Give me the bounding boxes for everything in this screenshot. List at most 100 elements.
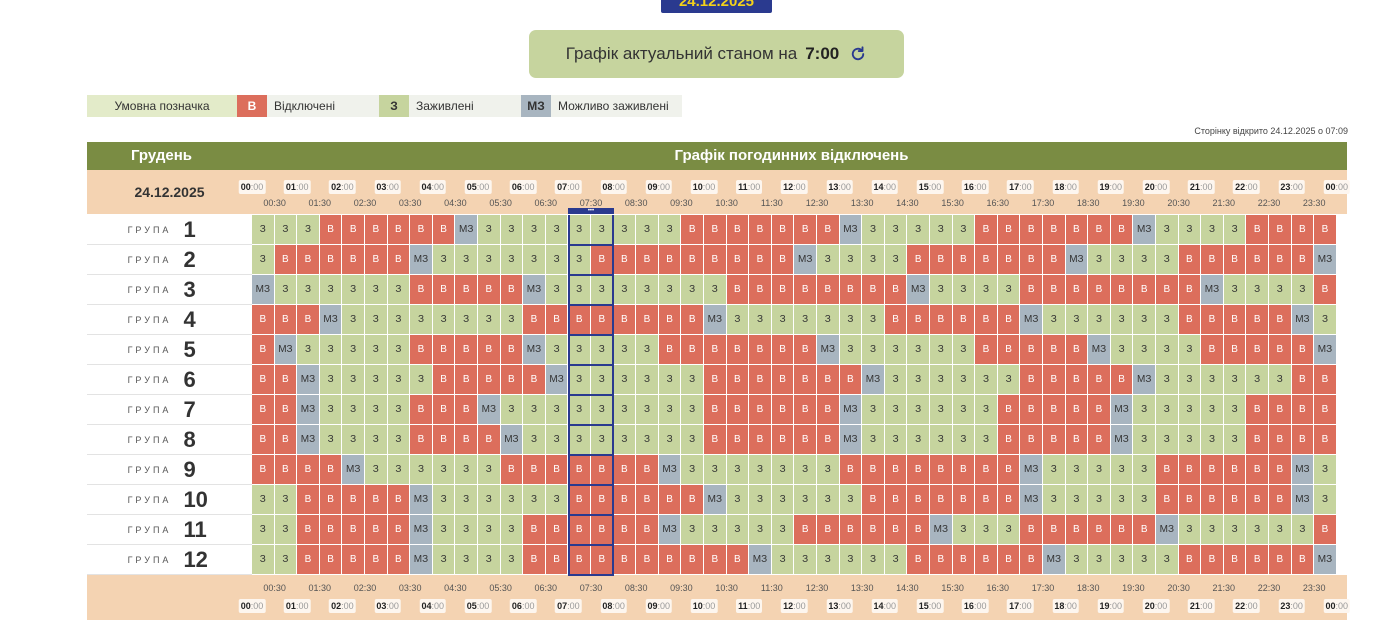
schedule-cell: З [1133,305,1156,335]
schedule-cell: З [907,425,930,455]
status-text: Графік актуальний станом на [565,44,798,63]
schedule-cell: В [952,455,976,485]
schedule-cell: В [1269,245,1292,275]
schedule-cell: МЗ [839,215,863,245]
schedule-cell: В [930,245,953,275]
schedule-cell: В [1088,365,1111,395]
schedule-cell: МЗ [1291,305,1315,335]
schedule-cell: В [387,515,411,545]
schedule-cell: В [1246,215,1269,245]
schedule-cell: З [613,365,637,395]
schedule-cell: З [1133,455,1156,485]
schedule-cell: В [478,335,501,365]
schedule-cell: В [704,365,727,395]
current-time-marker: ••• [568,208,614,214]
schedule-cell: З [365,335,388,365]
schedule-cell: З [1088,455,1111,485]
half-hour-label-bottom: 02:30 [353,583,377,593]
schedule-cell: В [297,305,320,335]
schedule-cell: В [1314,515,1337,545]
schedule-cell: В [907,515,930,545]
schedule-cell: З [297,335,320,365]
group-word: ГРУПА [127,224,172,235]
schedule-cell: В [930,305,953,335]
schedule-cell: В [297,515,320,545]
schedule-cell: З [952,515,976,545]
schedule-cell: З [975,425,998,455]
schedule-cell: З [794,455,817,485]
schedule-cell: З [500,215,524,245]
schedule-cell: МЗ [410,545,433,575]
schedule-cell: В [975,245,998,275]
hour-tick-top: 13:00 [826,180,853,194]
schedule-cell: В [523,455,546,485]
schedule-cell: В [771,365,795,395]
schedule-cell: В [1020,365,1043,395]
legend-label-maybe: Можливо заживлені [551,95,682,117]
schedule-cell: В [975,305,998,335]
schedule-cell: В [749,245,772,275]
schedule-cell: З [704,455,727,485]
schedule-cell: В [591,515,614,545]
schedule-cell: З [1178,425,1202,455]
schedule-cell: З [342,335,365,365]
schedule-cell: В [704,215,727,245]
schedule-cell: З [297,215,320,245]
schedule-cell: В [387,485,411,515]
schedule-cell: З [545,245,569,275]
hour-tick-bottom: 05:00 [464,599,492,613]
half-hour-label-top: 02:30 [353,198,377,208]
schedule-cell: В [545,455,569,485]
schedule-cell: З [252,515,275,545]
refresh-icon[interactable] [849,45,867,63]
schedule-cell: В [387,245,411,275]
schedule-cell: З [975,515,998,545]
time-footer-band [252,575,1347,620]
schedule-cell: В [997,545,1021,575]
schedule-cell: З [478,545,501,575]
schedule-cell: З [432,515,456,545]
schedule-cell: В [997,305,1021,335]
schedule-cell: В [545,545,569,575]
schedule-cell: В [252,455,275,485]
schedule-cell: В [1246,335,1269,365]
schedule-cell: З [726,485,750,515]
hour-tick-bottom: 21:00 [1187,599,1215,613]
half-hour-label-top: 11:30 [760,198,783,208]
schedule-cell: В [1065,425,1089,455]
schedule-cell: МЗ [455,215,478,245]
schedule-cell: МЗ [1201,275,1224,305]
schedule-cell: В [1246,455,1269,485]
schedule-cell: В [636,245,659,275]
half-hour-label-top: 15:30 [941,198,964,208]
schedule-cell: З [1223,425,1247,455]
hour-tick-bottom: 14:00 [871,599,899,613]
half-hour-label-bottom: 19:30 [1122,583,1145,593]
schedule-cell: В [952,305,976,335]
schedule-cell: З [817,245,840,275]
schedule-cell: В [771,425,795,455]
schedule-cell: В [1043,515,1066,545]
half-hour-label-top: 20:30 [1167,198,1190,208]
schedule-cell: З [930,425,953,455]
schedule-cell: В [365,515,388,545]
schedule-cell: В [794,215,817,245]
schedule-cell: З [839,485,863,515]
schedule-cell: З [930,275,953,305]
schedule-cell: В [1291,395,1315,425]
schedule-cell: З [1246,365,1269,395]
schedule-cell: З [997,365,1021,395]
schedule-cell: В [568,455,591,485]
schedule-cell: З [817,305,840,335]
schedule-cell: В [1043,245,1066,275]
schedule-cell: В [410,395,433,425]
schedule-cell: МЗ [794,245,817,275]
schedule-cell: МЗ [523,275,546,305]
schedule-cell: МЗ [839,395,863,425]
schedule-cell: В [726,335,750,365]
schedule-cell: З [478,305,501,335]
schedule-cell: З [952,335,976,365]
schedule-cell: МЗ [658,455,682,485]
schedule-cell: МЗ [1110,395,1134,425]
schedule-cell: З [771,545,795,575]
